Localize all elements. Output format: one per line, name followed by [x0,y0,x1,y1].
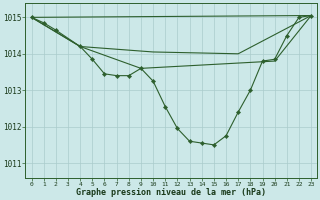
X-axis label: Graphe pression niveau de la mer (hPa): Graphe pression niveau de la mer (hPa) [76,188,266,197]
